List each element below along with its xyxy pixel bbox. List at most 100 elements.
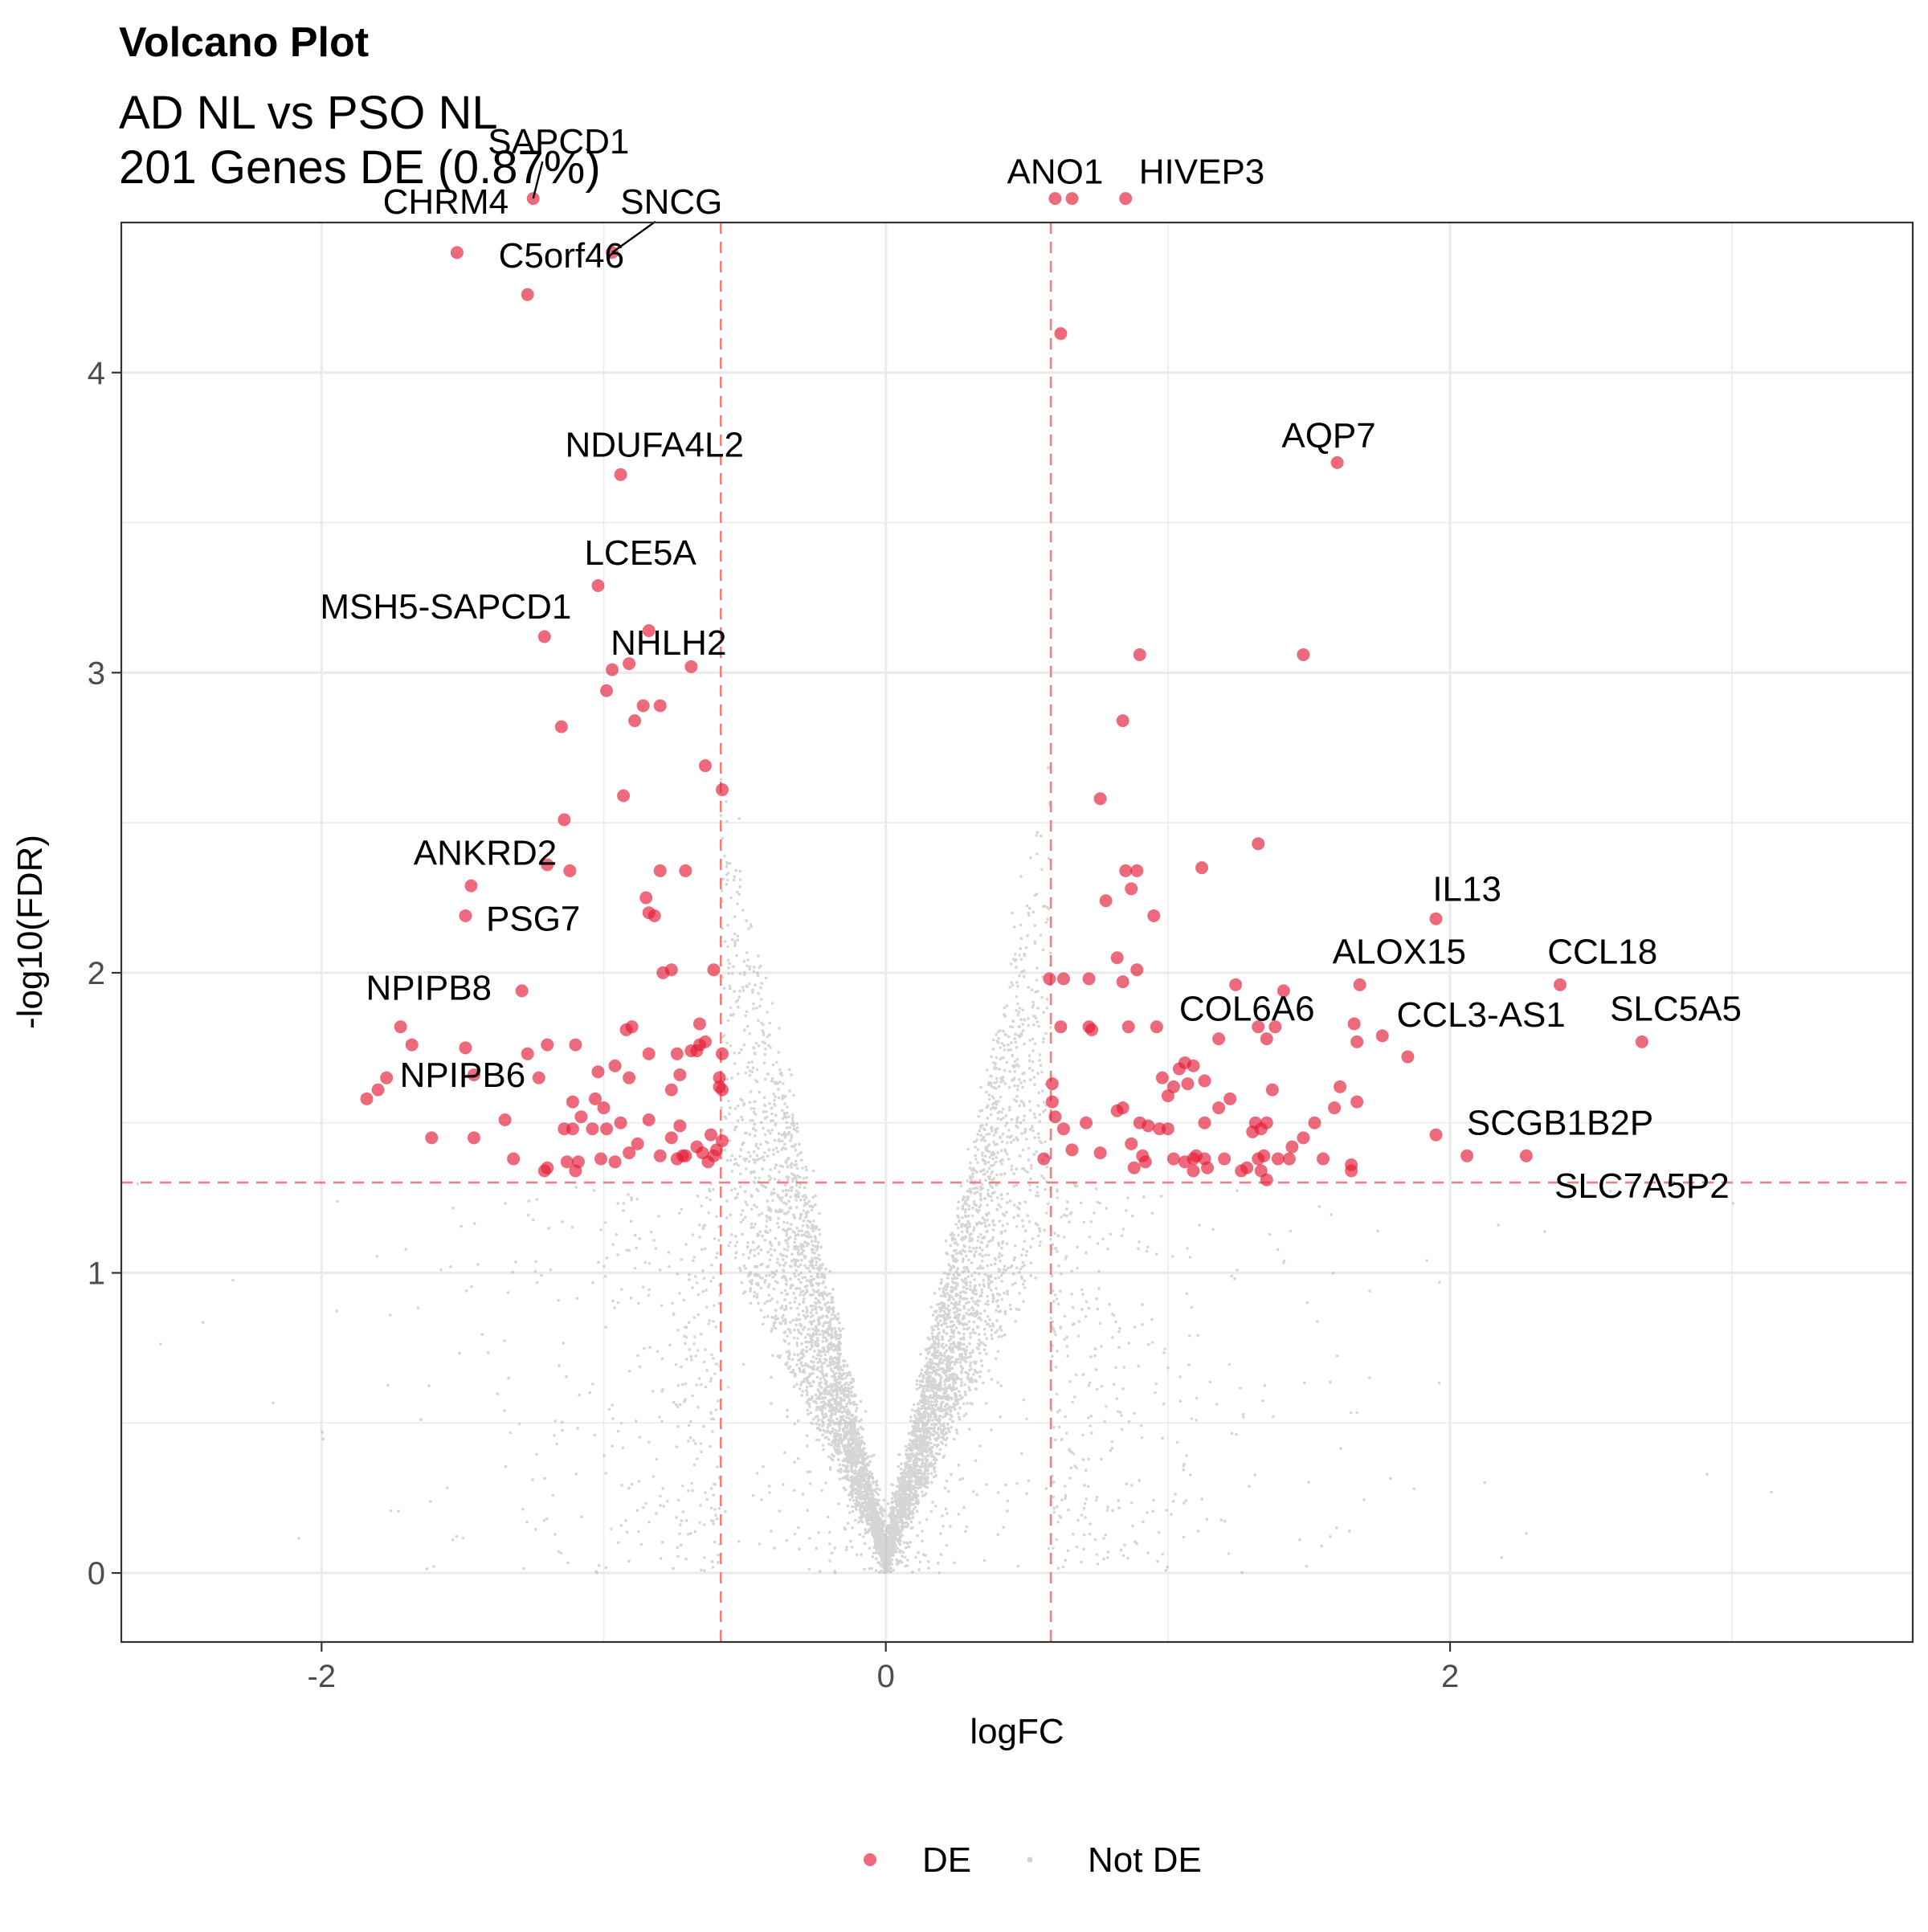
de-point	[1223, 1092, 1237, 1105]
de-points	[360, 192, 1648, 1187]
de-point	[1161, 1122, 1174, 1136]
de-point	[617, 789, 631, 803]
de-point	[1328, 1101, 1342, 1115]
de-point	[619, 1023, 633, 1036]
de-point	[532, 1071, 545, 1084]
de-point	[606, 663, 619, 676]
de-point	[1252, 837, 1265, 851]
de-point	[1045, 1077, 1059, 1091]
de-point	[631, 1137, 644, 1150]
de-point	[673, 1068, 687, 1081]
de-point	[560, 1155, 574, 1169]
de-point	[537, 630, 551, 643]
de-point	[1260, 1173, 1273, 1187]
de-point	[515, 984, 529, 998]
de-point	[1082, 972, 1096, 986]
de-point	[647, 909, 661, 922]
de-point	[507, 1152, 521, 1166]
de-point	[623, 1146, 636, 1160]
de-point	[1085, 1023, 1099, 1036]
de-point	[1350, 1095, 1364, 1109]
de-point	[459, 909, 472, 922]
gene-label: IL13	[1432, 869, 1501, 909]
de-point	[1347, 1017, 1361, 1031]
gene-label: NPIPB6	[400, 1056, 526, 1095]
gene-label: HIVEP3	[1139, 152, 1265, 191]
de-point	[588, 1092, 602, 1105]
de-point	[608, 1059, 622, 1072]
de-point	[664, 1131, 678, 1145]
de-point	[594, 1152, 608, 1166]
de-point	[591, 1065, 605, 1079]
de-point	[537, 1164, 551, 1178]
de-point	[1125, 882, 1138, 896]
gene-label: LCE5A	[584, 533, 696, 573]
de-point	[1138, 1155, 1152, 1169]
gene-label: CCL18	[1547, 933, 1657, 972]
gene-label: AQP7	[1281, 416, 1375, 455]
de-point	[1142, 1119, 1155, 1133]
gene-label: CHRM4	[383, 182, 509, 222]
de-point	[1048, 1110, 1062, 1124]
de-point	[709, 1143, 723, 1157]
de-point	[1045, 1095, 1059, 1109]
x-axis-title: logFC	[970, 1712, 1064, 1751]
de-point	[704, 1128, 717, 1142]
legend-label-de: DE	[922, 1840, 971, 1880]
de-point	[498, 1113, 512, 1126]
chart-title: Volcano Plot	[119, 19, 369, 66]
de-point	[614, 1116, 627, 1129]
de-point	[1317, 1152, 1330, 1166]
de-point	[1119, 192, 1133, 206]
de-point	[692, 1017, 706, 1031]
de-point	[591, 579, 605, 593]
de-point	[1353, 978, 1366, 991]
de-point	[1161, 1089, 1174, 1103]
threshold-lines	[121, 223, 1913, 1642]
de-point	[1218, 1152, 1232, 1166]
de-point	[1229, 978, 1243, 991]
de-point	[600, 684, 614, 697]
de-point	[679, 864, 692, 877]
de-point	[1099, 894, 1113, 908]
gene-label: ANKRD2	[414, 833, 558, 872]
de-point	[642, 1047, 656, 1060]
de-point	[1429, 912, 1443, 925]
de-point	[563, 864, 577, 877]
de-point	[1198, 1116, 1211, 1129]
de-point	[1127, 1161, 1141, 1174]
de-point	[653, 1149, 667, 1162]
de-point	[1271, 1152, 1285, 1166]
de-point	[670, 1047, 684, 1060]
de-point	[1181, 1077, 1195, 1091]
y-tick-label: 1	[88, 1256, 105, 1292]
gene-label: NHLH2	[611, 623, 726, 663]
de-point	[1635, 1035, 1648, 1048]
de-point	[653, 864, 667, 877]
de-point	[1265, 1083, 1279, 1097]
gene-label: SNCG	[620, 182, 722, 222]
gene-label: NDUFA4L2	[565, 425, 744, 464]
de-point	[1093, 1146, 1107, 1160]
gene-label: PSG7	[486, 900, 580, 939]
gene-labels: SAPCD1 CHRM4 SNCG C5orf46 ANO1 HIVEP3 NDUFA4L2…	[320, 122, 1742, 1206]
de-point	[1056, 972, 1070, 986]
de-point	[1282, 1152, 1296, 1166]
de-point	[554, 720, 568, 733]
de-point	[1130, 864, 1144, 877]
de-point	[558, 813, 571, 827]
de-point	[405, 1038, 419, 1052]
de-point	[1268, 1020, 1282, 1034]
de-point	[608, 1155, 622, 1169]
de-point	[1056, 1122, 1070, 1136]
de-point	[716, 1083, 729, 1097]
de-point	[464, 879, 478, 892]
plot-panel	[121, 223, 1913, 1642]
de-point	[1554, 978, 1567, 991]
de-point	[707, 963, 721, 977]
gene-label: SAPCD1	[488, 122, 629, 161]
de-point	[1198, 1074, 1211, 1088]
y-tick-label: 4	[88, 356, 105, 391]
de-point	[628, 714, 642, 728]
